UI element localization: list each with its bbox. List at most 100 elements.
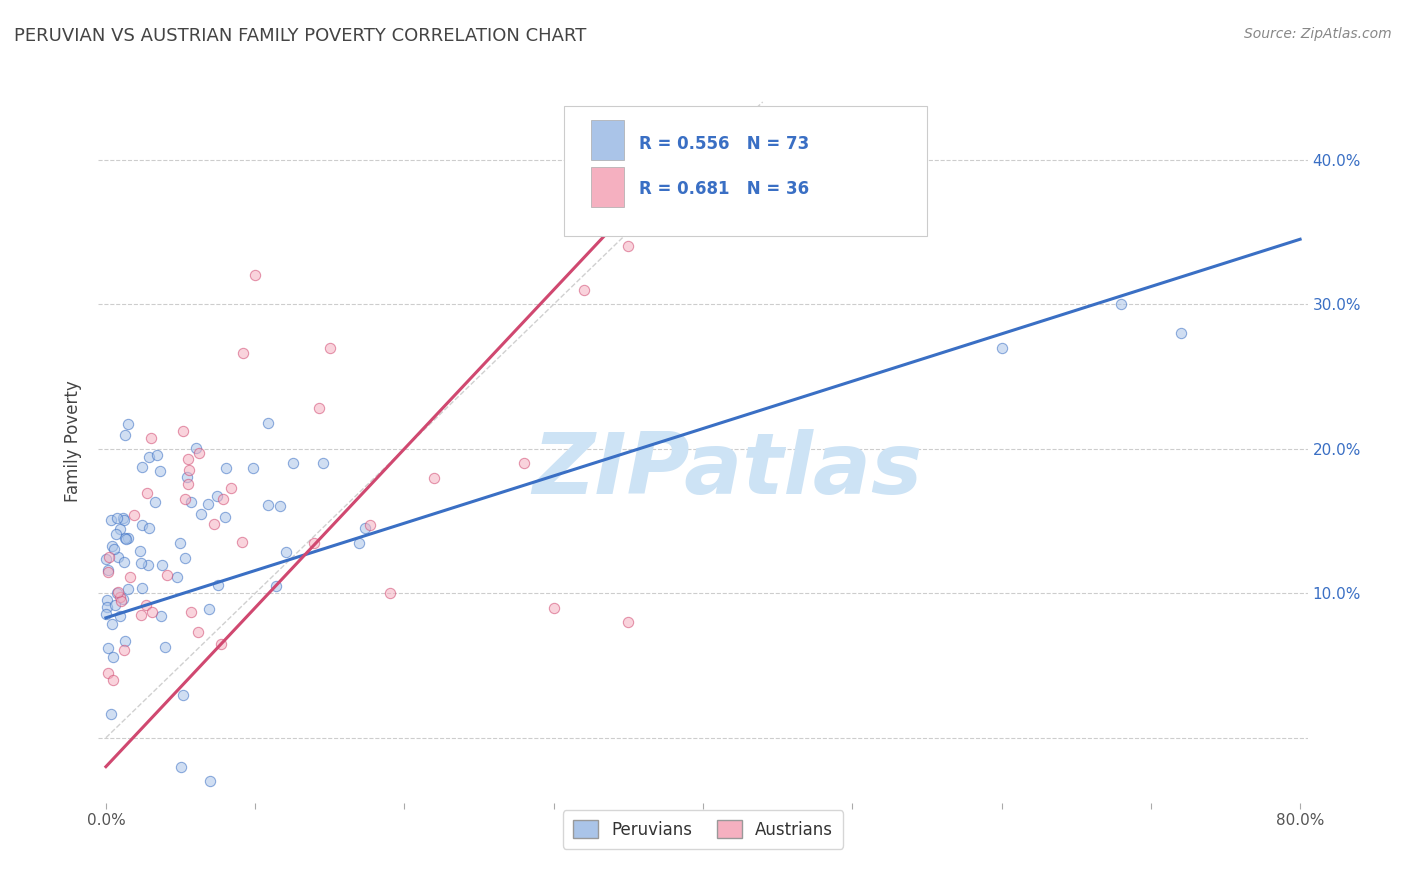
Point bbox=[117, 582, 139, 596]
Point bbox=[692, 196, 714, 211]
Point bbox=[97, 641, 120, 656]
Point bbox=[141, 431, 163, 445]
Point bbox=[100, 707, 122, 722]
Point bbox=[378, 586, 401, 600]
Point bbox=[1170, 326, 1192, 340]
Point bbox=[141, 605, 163, 619]
Point bbox=[349, 535, 371, 549]
Point bbox=[257, 416, 280, 430]
Point bbox=[617, 615, 640, 630]
Point bbox=[110, 594, 132, 608]
Point bbox=[990, 341, 1012, 355]
Point bbox=[242, 461, 264, 475]
Point bbox=[662, 211, 685, 225]
Point bbox=[211, 491, 233, 506]
Point bbox=[150, 609, 173, 624]
Point bbox=[110, 590, 132, 604]
Point bbox=[169, 535, 191, 549]
Point bbox=[243, 268, 266, 283]
Point bbox=[104, 598, 127, 612]
Point bbox=[186, 441, 208, 455]
Point bbox=[100, 513, 122, 527]
Point bbox=[117, 532, 139, 546]
Point bbox=[190, 507, 212, 521]
FancyBboxPatch shape bbox=[591, 167, 624, 207]
Point bbox=[101, 539, 124, 553]
Point bbox=[103, 541, 125, 556]
Point bbox=[180, 495, 202, 509]
Point bbox=[108, 609, 131, 624]
Text: PERUVIAN VS AUSTRIAN FAMILY POVERTY CORRELATION CHART: PERUVIAN VS AUSTRIAN FAMILY POVERTY CORR… bbox=[14, 27, 586, 45]
Point bbox=[214, 510, 236, 524]
Point bbox=[219, 481, 242, 495]
Point bbox=[214, 460, 236, 475]
Point bbox=[112, 643, 135, 657]
Point bbox=[173, 491, 195, 506]
Point bbox=[136, 558, 159, 573]
Point bbox=[308, 401, 330, 416]
Point bbox=[264, 579, 287, 593]
Point bbox=[172, 688, 194, 702]
Point bbox=[180, 605, 202, 619]
Point bbox=[131, 518, 153, 533]
Point bbox=[107, 550, 129, 565]
Point bbox=[166, 569, 188, 583]
Point bbox=[96, 593, 118, 607]
Point bbox=[274, 545, 297, 559]
Point bbox=[114, 633, 136, 648]
Point bbox=[115, 532, 138, 546]
Point bbox=[312, 456, 335, 470]
Point bbox=[101, 617, 124, 632]
Point bbox=[257, 498, 280, 512]
Point bbox=[231, 534, 253, 549]
Point bbox=[543, 600, 565, 615]
Point bbox=[617, 239, 640, 253]
Point bbox=[112, 555, 135, 569]
Point bbox=[96, 552, 118, 566]
Point bbox=[94, 607, 117, 622]
Text: ZIPatlas: ZIPatlas bbox=[531, 429, 922, 512]
Point bbox=[353, 521, 375, 535]
Point bbox=[98, 550, 121, 565]
Point bbox=[110, 522, 132, 536]
Point bbox=[112, 592, 135, 607]
Point bbox=[269, 499, 291, 513]
Point bbox=[138, 450, 160, 465]
Text: Source: ZipAtlas.com: Source: ZipAtlas.com bbox=[1244, 27, 1392, 41]
Point bbox=[174, 550, 197, 565]
Point bbox=[169, 760, 191, 774]
Point bbox=[129, 557, 152, 571]
Text: R = 0.556   N = 73: R = 0.556 N = 73 bbox=[638, 135, 810, 153]
Point bbox=[101, 673, 124, 687]
Point bbox=[136, 485, 159, 500]
Point bbox=[105, 511, 128, 525]
Point bbox=[281, 456, 304, 470]
Point bbox=[423, 471, 446, 485]
Point bbox=[200, 774, 222, 789]
Point bbox=[138, 521, 160, 535]
Point bbox=[114, 428, 136, 442]
Point bbox=[177, 452, 200, 467]
Point bbox=[152, 558, 174, 572]
Point bbox=[207, 578, 229, 592]
Point bbox=[96, 600, 118, 615]
Point bbox=[187, 446, 209, 460]
Point bbox=[97, 563, 120, 577]
Point bbox=[112, 511, 135, 525]
Point bbox=[101, 649, 124, 664]
Point bbox=[572, 283, 595, 297]
Point bbox=[131, 460, 153, 475]
Point bbox=[187, 625, 209, 640]
Point bbox=[107, 585, 129, 599]
Point bbox=[205, 489, 228, 503]
Point bbox=[513, 456, 536, 470]
Point bbox=[198, 602, 221, 616]
Point bbox=[104, 527, 127, 541]
Point bbox=[117, 417, 139, 431]
Point bbox=[359, 518, 381, 533]
Legend: Peruvians, Austrians: Peruvians, Austrians bbox=[562, 811, 844, 848]
Point bbox=[97, 666, 120, 681]
Point bbox=[172, 425, 194, 439]
FancyBboxPatch shape bbox=[591, 120, 624, 160]
Point bbox=[155, 567, 177, 582]
